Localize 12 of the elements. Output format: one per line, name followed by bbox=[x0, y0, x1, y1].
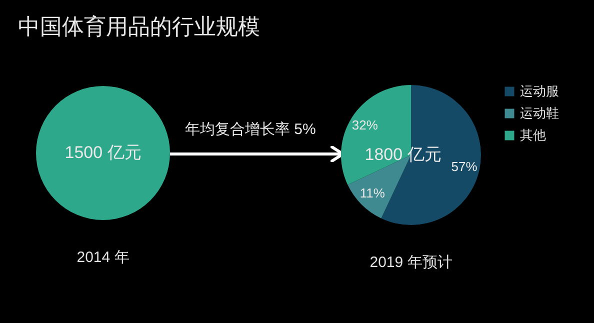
data-label: 11% bbox=[360, 186, 386, 201]
legend-label: 运动服 bbox=[520, 84, 559, 98]
data-label: 57% bbox=[451, 158, 478, 174]
data-label: 32% bbox=[352, 118, 378, 133]
text: 2014 年 bbox=[76, 249, 130, 266]
text: 年均复合增长率 5% bbox=[185, 120, 316, 139]
legend-label: 其他 bbox=[520, 128, 546, 142]
data-label: 1500 亿元 bbox=[64, 143, 142, 162]
text: 2019 年预计 bbox=[370, 254, 452, 271]
chart-title: 中国体育用品的行业规模 bbox=[18, 13, 260, 41]
legend-label: 运动鞋 bbox=[520, 106, 559, 120]
text: 1800 亿元 bbox=[364, 145, 442, 164]
